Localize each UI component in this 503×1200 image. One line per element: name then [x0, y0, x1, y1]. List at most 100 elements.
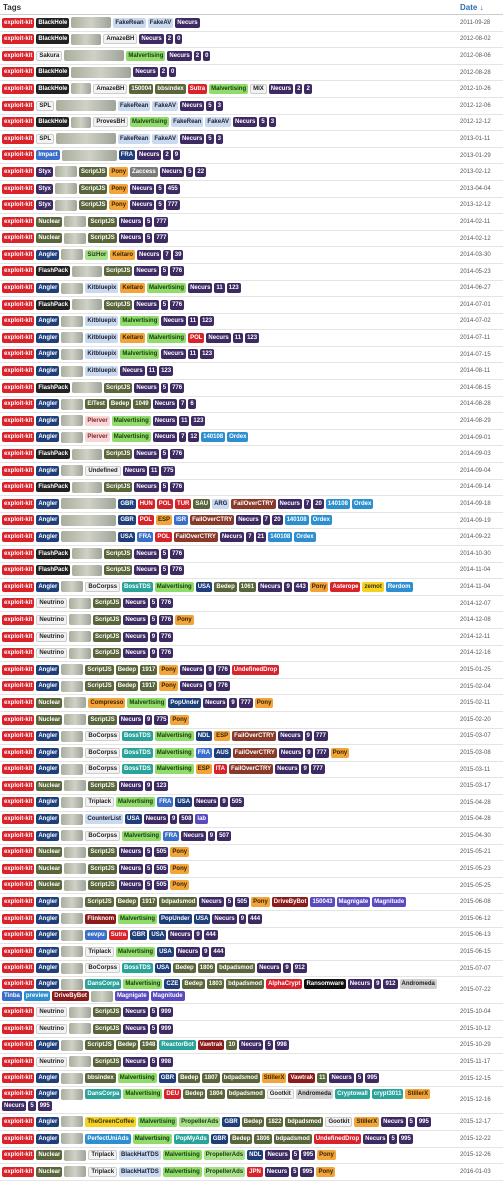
tag-badge[interactable]: FlashPack — [36, 449, 71, 459]
tag-badge[interactable]: FailOverCTRY — [232, 731, 277, 742]
tag-badge[interactable]: FRA — [195, 747, 213, 758]
tag-badge[interactable]: 150043 — [310, 897, 335, 908]
tag-badge[interactable]: Nuclear — [36, 880, 63, 891]
tag-badge[interactable]: ReactorBot — [159, 1040, 196, 1051]
tag-badge[interactable]: Angler — [36, 1133, 60, 1144]
tag-badge[interactable]: Necurs — [118, 880, 144, 891]
tag-badge[interactable]: 1806 — [254, 1133, 272, 1144]
tag-badge[interactable]: 998 — [274, 1040, 289, 1051]
tag-badge[interactable]: ScriptJS — [93, 648, 122, 659]
tag-badge[interactable]: 9 — [149, 648, 158, 659]
tag-badge[interactable]: POL — [156, 498, 174, 509]
tag-badge[interactable]: Necurs — [134, 482, 159, 493]
tag-badge[interactable]: exploit-kit — [2, 449, 35, 459]
tag-badge[interactable]: Angler — [36, 979, 60, 990]
tag-badge[interactable]: ScriptJS — [88, 863, 117, 874]
tag-badge[interactable]: 9 — [206, 681, 214, 692]
tag-badge[interactable]: 2 — [295, 83, 303, 94]
tag-badge[interactable]: 1917 — [140, 897, 158, 908]
tag-badge[interactable]: ProvesBH — [93, 117, 129, 128]
tag-badge[interactable]: exploit-kit — [2, 1150, 35, 1161]
tag-badge[interactable]: Malvertising — [111, 432, 151, 443]
tag-badge[interactable]: Ordex — [310, 515, 332, 526]
tag-badge[interactable]: Angler — [36, 465, 60, 476]
tag-badge[interactable]: Nuclear — [36, 1150, 63, 1161]
tag-badge[interactable]: Malvertising — [116, 797, 156, 808]
tag-badge[interactable]: bdpadsmod — [285, 1116, 324, 1127]
tag-badge[interactable]: Bedep — [108, 399, 132, 410]
tag-badge[interactable]: GBR — [118, 515, 136, 526]
tag-badge[interactable]: Necurs — [233, 117, 258, 128]
tag-badge[interactable]: Pony — [170, 863, 190, 874]
tag-badge[interactable]: Necurs — [275, 764, 300, 775]
tag-badge[interactable]: 1917 — [140, 664, 158, 675]
tag-badge[interactable]: Nuclear — [36, 697, 63, 708]
tag-badge[interactable]: Necurs — [137, 150, 162, 161]
tag-badge[interactable]: ScriptJS — [104, 482, 133, 493]
tag-badge[interactable]: FlashPack — [36, 482, 71, 493]
tag-badge[interactable]: Necurs — [381, 1116, 406, 1127]
tag-badge[interactable]: 9 — [305, 747, 313, 758]
tag-badge[interactable]: Angler — [36, 664, 60, 675]
tag-badge[interactable]: USA — [193, 913, 211, 924]
table-row[interactable]: exploit-kit Angler Kitbluepix Malvertising N… — [0, 346, 503, 364]
tag-badge[interactable]: bbsindex — [85, 1073, 116, 1084]
tag-badge[interactable]: Angler — [36, 249, 60, 260]
tag-badge[interactable]: PopUnder — [159, 913, 192, 924]
tag-badge[interactable]: ScriptJS — [93, 1056, 122, 1067]
tag-badge[interactable]: Angler — [36, 930, 60, 941]
table-row[interactable]: exploit-kit Neutrino ScriptJS Necurs 9 776 201… — [0, 645, 503, 663]
tag-badge[interactable]: FRA — [137, 531, 154, 542]
tag-badge[interactable]: Necurs — [159, 166, 185, 177]
tag-badge[interactable]: 5 — [149, 614, 158, 625]
tag-badge[interactable]: HUN — [137, 498, 155, 509]
tag-badge[interactable]: exploit-kit — [2, 946, 35, 957]
tag-badge[interactable]: exploit-kit — [2, 133, 35, 144]
tag-badge[interactable]: Bedep — [230, 1133, 253, 1144]
tag-badge[interactable]: exploit-kit — [2, 565, 35, 576]
tag-badge[interactable]: Malvertising — [154, 764, 194, 775]
tag-badge[interactable]: Styx — [36, 200, 54, 211]
tag-badge[interactable]: bbsindex — [155, 83, 186, 94]
tag-badge[interactable]: 9 — [229, 697, 237, 708]
tag-badge[interactable]: 1807 — [202, 1073, 220, 1084]
tag-badge[interactable]: exploit-kit — [2, 498, 35, 509]
tag-badge[interactable]: POL — [155, 531, 172, 542]
tag-badge[interactable]: exploit-kit — [2, 979, 35, 990]
tag-badge[interactable]: 9 — [304, 731, 312, 742]
tag-badge[interactable]: Neutrino — [36, 631, 68, 642]
tag-badge[interactable]: ScriptJS — [93, 598, 122, 609]
tag-badge[interactable]: exploit-kit — [2, 797, 35, 808]
tag-badge[interactable]: BossTDS — [122, 581, 153, 592]
tag-badge[interactable]: GBR — [158, 1073, 177, 1084]
table-row[interactable]: exploit-kit Styx ScriptJS Pony Necurs 5 455 201… — [0, 180, 503, 198]
tag-badge[interactable]: 777 — [314, 747, 329, 758]
tag-badge[interactable]: Neutrino — [36, 598, 68, 609]
tag-badge[interactable]: BlackHole — [36, 67, 70, 78]
table-row[interactable]: exploit-kit Angler ScriptJS Bedep 1917 Pony Ne… — [0, 678, 503, 696]
table-row[interactable]: exploit-kit Nuclear ScriptJS Necurs 5 505 Pony… — [0, 860, 503, 878]
tag-badge[interactable]: Necurs — [258, 581, 283, 592]
tag-badge[interactable]: BossTDS — [122, 747, 153, 758]
tag-badge[interactable]: Pony — [109, 183, 129, 194]
tag-badge[interactable]: 5 — [28, 1101, 36, 1112]
tag-badge[interactable]: Gootkit — [266, 1089, 294, 1100]
tag-badge[interactable]: 5 — [291, 1166, 299, 1177]
table-row[interactable]: exploit-kit Impact FRA Necurs 2 9 2013-01-29 — [0, 147, 503, 165]
tag-badge[interactable]: 5 — [149, 1056, 158, 1067]
tag-badge[interactable]: Angler — [36, 432, 60, 443]
tag-badge[interactable]: exploit-kit — [2, 1056, 35, 1067]
tag-badge[interactable]: Necurs — [123, 1023, 148, 1034]
tag-badge[interactable]: exploit-kit — [2, 34, 35, 45]
tag-badge[interactable]: 6 — [188, 399, 196, 410]
tag-badge[interactable]: Malvertising — [154, 581, 194, 592]
tag-badge[interactable]: BoCorpss — [85, 830, 121, 841]
tag-badge[interactable]: Plerver — [85, 415, 110, 426]
tag-badge[interactable]: ScriptJS — [79, 183, 108, 194]
tag-badge[interactable]: 505 — [154, 863, 169, 874]
tag-badge[interactable]: 998 — [159, 1056, 174, 1067]
table-row[interactable]: exploit-kit BlackHole AmazeBH Necurs 2 0 2012-… — [0, 31, 503, 49]
tag-badge[interactable]: USA — [125, 814, 142, 825]
tag-badge[interactable]: bdpadsmod — [226, 1089, 265, 1100]
tag-badge[interactable]: Angler — [36, 1040, 60, 1051]
